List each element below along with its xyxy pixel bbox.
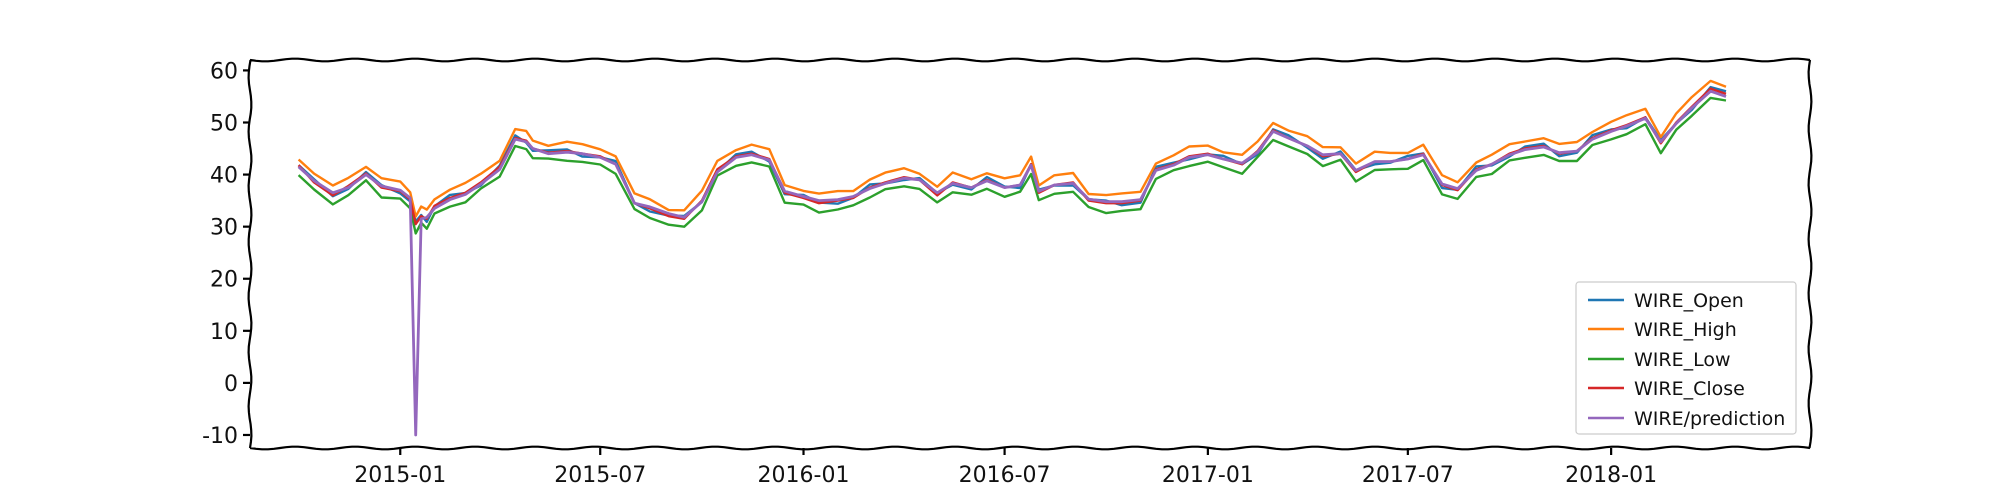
axis-layer: -10 0 10 20 30 40 50 60 2015-01 2015-07 2016-01 201…	[202, 59, 1657, 488]
series-line-high	[297, 79, 1727, 218]
y-tick-label: 50	[210, 111, 238, 136]
x-tick-label: 2016-07	[959, 463, 1051, 488]
legend-box	[1575, 281, 1797, 435]
y-tick-label: 20	[210, 268, 238, 293]
x-tick-label: 2017-07	[1362, 463, 1454, 488]
legend-label-high: WIRE_High	[1634, 319, 1737, 341]
legend-item-high: WIRE_High	[1588, 319, 1737, 341]
legend-item-prediction: WIRE/prediction	[1588, 408, 1785, 430]
y-tick-label: 40	[210, 164, 238, 189]
x-tick-label: 2015-01	[354, 463, 446, 488]
legend-item-close: WIRE_Close	[1588, 378, 1745, 400]
y-tick-label: 60	[210, 59, 238, 84]
legend-item-low: WIRE_Low	[1588, 349, 1731, 371]
y-tick-label: -10	[202, 424, 238, 449]
y-tick-label: 0	[224, 372, 238, 397]
legend: WIRE_Open WIRE_High WIRE_Low WIRE_Close …	[1575, 281, 1797, 435]
legend-item-open: WIRE_Open	[1588, 290, 1744, 312]
x-tick-label: 2017-01	[1162, 463, 1254, 488]
series-layer	[297, 79, 1727, 437]
x-tick-label: 2016-01	[758, 463, 850, 488]
series-line-prediction	[297, 89, 1727, 437]
y-tick-label: 30	[210, 216, 238, 241]
legend-label-low: WIRE_Low	[1634, 349, 1731, 371]
legend-label-prediction: WIRE/prediction	[1634, 408, 1785, 430]
y-tick-label: 10	[210, 320, 238, 345]
legend-label-open: WIRE_Open	[1634, 290, 1744, 312]
series-line-low	[297, 96, 1727, 235]
plot-frame	[247, 57, 1813, 451]
x-tick-label: 2015-07	[554, 463, 646, 488]
x-tick-label: 2018-01	[1565, 463, 1657, 488]
legend-label-close: WIRE_Close	[1634, 378, 1745, 400]
